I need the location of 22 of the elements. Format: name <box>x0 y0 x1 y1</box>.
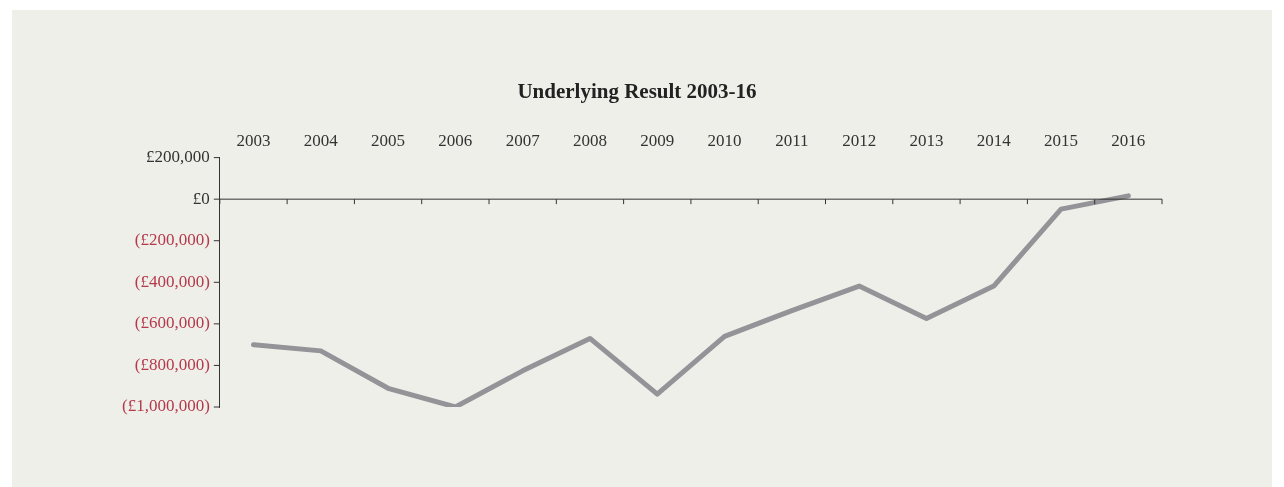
x-tick-label: 2004 <box>303 130 339 150</box>
x-tick-label: 2005 <box>371 130 406 150</box>
y-tick-label: (£400,000) <box>134 271 210 291</box>
x-tick-label: 2008 <box>572 130 607 150</box>
x-tick-label: 2014 <box>976 130 1012 150</box>
x-tick-label: 2003 <box>236 130 271 150</box>
y-tick-label: (£600,000) <box>134 313 210 333</box>
y-tick-label: £0 <box>192 188 210 208</box>
y-tick-label: (£200,000) <box>134 230 210 250</box>
x-tick-label: 2013 <box>909 130 944 150</box>
y-tick-label: £200,000 <box>146 147 210 167</box>
x-tick-label: 2016 <box>1111 130 1146 150</box>
y-tick-label: (£1,000,000) <box>121 396 210 416</box>
x-tick-label: 2015 <box>1044 130 1079 150</box>
x-tick-label: 2007 <box>505 130 541 150</box>
x-tick-label: 2009 <box>640 130 675 150</box>
y-tick-label: (£800,000) <box>134 354 210 374</box>
x-tick-label: 2012 <box>842 130 877 150</box>
chart-title: Underlying Result 2003-16 <box>517 79 757 104</box>
x-tick-label: 2011 <box>775 130 809 150</box>
x-tick-label: 2010 <box>707 130 742 150</box>
x-tick-label: 2006 <box>438 130 473 150</box>
